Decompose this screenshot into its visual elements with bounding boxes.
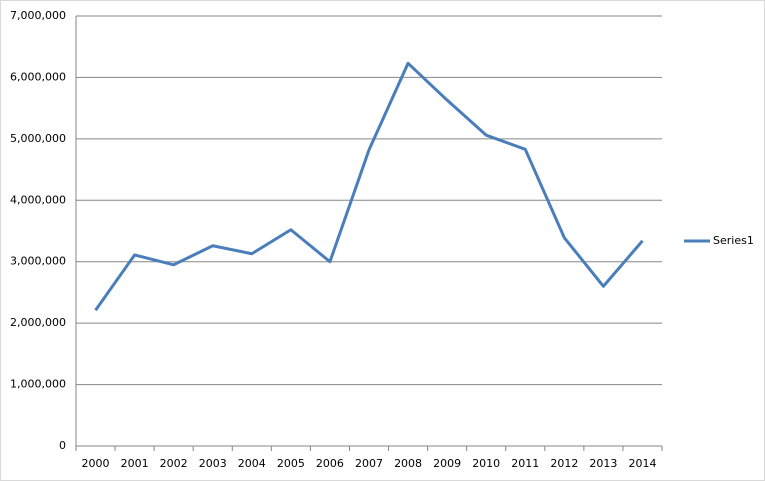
x-tick-label: 2009	[433, 457, 461, 470]
y-tick-label: 2,000,000	[10, 316, 66, 329]
y-tick-label: 6,000,000	[10, 70, 66, 83]
x-tick-label: 2008	[394, 457, 422, 470]
y-tick-label: 7,000,000	[10, 9, 66, 22]
y-tick-label: 5,000,000	[10, 132, 66, 145]
y-tick-label: 4,000,000	[10, 193, 66, 206]
x-tick-label: 2010	[472, 457, 500, 470]
x-tick-label: 2004	[238, 457, 266, 470]
legend-label: Series1	[713, 234, 754, 247]
x-tick-label: 2006	[316, 457, 344, 470]
y-tick-label: 0	[59, 439, 66, 452]
x-tick-label: 2007	[355, 457, 383, 470]
x-tick-label: 2013	[589, 457, 617, 470]
x-tick-label: 2005	[277, 457, 305, 470]
y-tick-label: 3,000,000	[10, 255, 66, 268]
x-tick-label: 2011	[511, 457, 539, 470]
x-tick-label: 2000	[82, 457, 110, 470]
x-tick-label: 2014	[628, 457, 656, 470]
x-tick-label: 2002	[160, 457, 188, 470]
x-tick-label: 2003	[199, 457, 227, 470]
series-line	[94, 61, 644, 312]
x-tick-label: 2012	[550, 457, 578, 470]
x-tick-label: 2001	[121, 457, 149, 470]
y-tick-label: 1,000,000	[10, 378, 66, 391]
